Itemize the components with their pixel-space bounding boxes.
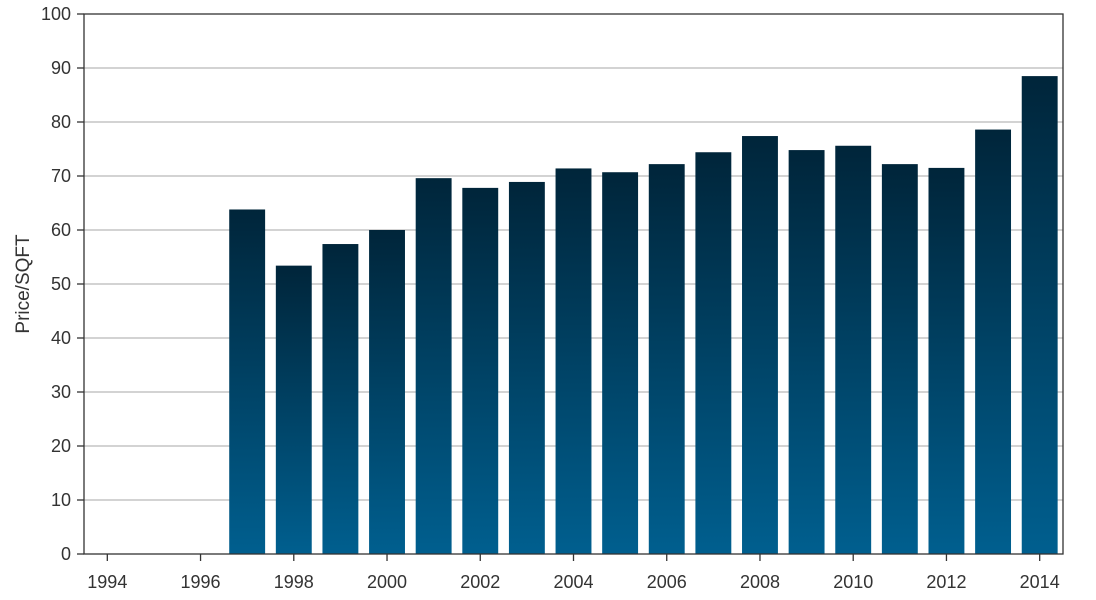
y-tick-label-80: 80 bbox=[51, 112, 71, 132]
bar-2007 bbox=[695, 152, 732, 555]
bar-2011 bbox=[881, 164, 918, 554]
x-tick-label-2008: 2008 bbox=[740, 572, 780, 592]
bar-1997 bbox=[229, 209, 266, 555]
bar-2006 bbox=[648, 164, 685, 554]
x-tick-label-1996: 1996 bbox=[181, 572, 221, 592]
bar-2000 bbox=[369, 230, 405, 554]
y-tick-label-70: 70 bbox=[51, 166, 71, 186]
x-tick-label-2012: 2012 bbox=[926, 572, 966, 592]
bar-2004 bbox=[555, 168, 592, 554]
y-tick-label-100: 100 bbox=[41, 4, 71, 24]
bar-2003 bbox=[508, 181, 545, 554]
x-tick-label-2004: 2004 bbox=[553, 572, 593, 592]
y-tick-label-90: 90 bbox=[51, 58, 71, 78]
y-tick-label-30: 30 bbox=[51, 382, 71, 402]
y-tick-label-10: 10 bbox=[51, 490, 71, 510]
y-tick-label-20: 20 bbox=[51, 436, 71, 456]
bar-2012 bbox=[928, 167, 965, 554]
y-tick-label-50: 50 bbox=[51, 274, 71, 294]
x-tick-label-2006: 2006 bbox=[647, 572, 687, 592]
y-tick-label-60: 60 bbox=[51, 220, 71, 240]
y-tick-label-40: 40 bbox=[51, 328, 71, 348]
y-axis-title: Price/SQFT bbox=[13, 234, 34, 334]
bar-2001 bbox=[415, 178, 452, 554]
bar-2008 bbox=[742, 136, 778, 555]
x-tick-label-2014: 2014 bbox=[1020, 572, 1060, 592]
bar-2013 bbox=[975, 129, 1012, 554]
bars bbox=[229, 76, 1058, 555]
axes: 0 10 20 30 40 50 60 70 80 90 100 1994 1996 1998 2000 20… bbox=[41, 4, 1064, 592]
x-tick-label-2010: 2010 bbox=[833, 572, 873, 592]
x-tick-label-1994: 1994 bbox=[87, 572, 127, 592]
bar-2014 bbox=[1021, 76, 1058, 554]
bar-1999 bbox=[322, 244, 359, 555]
bar-1998 bbox=[275, 265, 312, 554]
bar-2002 bbox=[462, 187, 499, 554]
bar-2009 bbox=[788, 150, 825, 554]
y-tick-label-0: 0 bbox=[61, 544, 71, 564]
x-tick-label-1998: 1998 bbox=[274, 572, 314, 592]
x-tick-label-2000: 2000 bbox=[367, 572, 407, 592]
bar-2010 bbox=[835, 145, 872, 554]
bar-2005 bbox=[602, 172, 639, 554]
x-tick-label-2002: 2002 bbox=[460, 572, 500, 592]
